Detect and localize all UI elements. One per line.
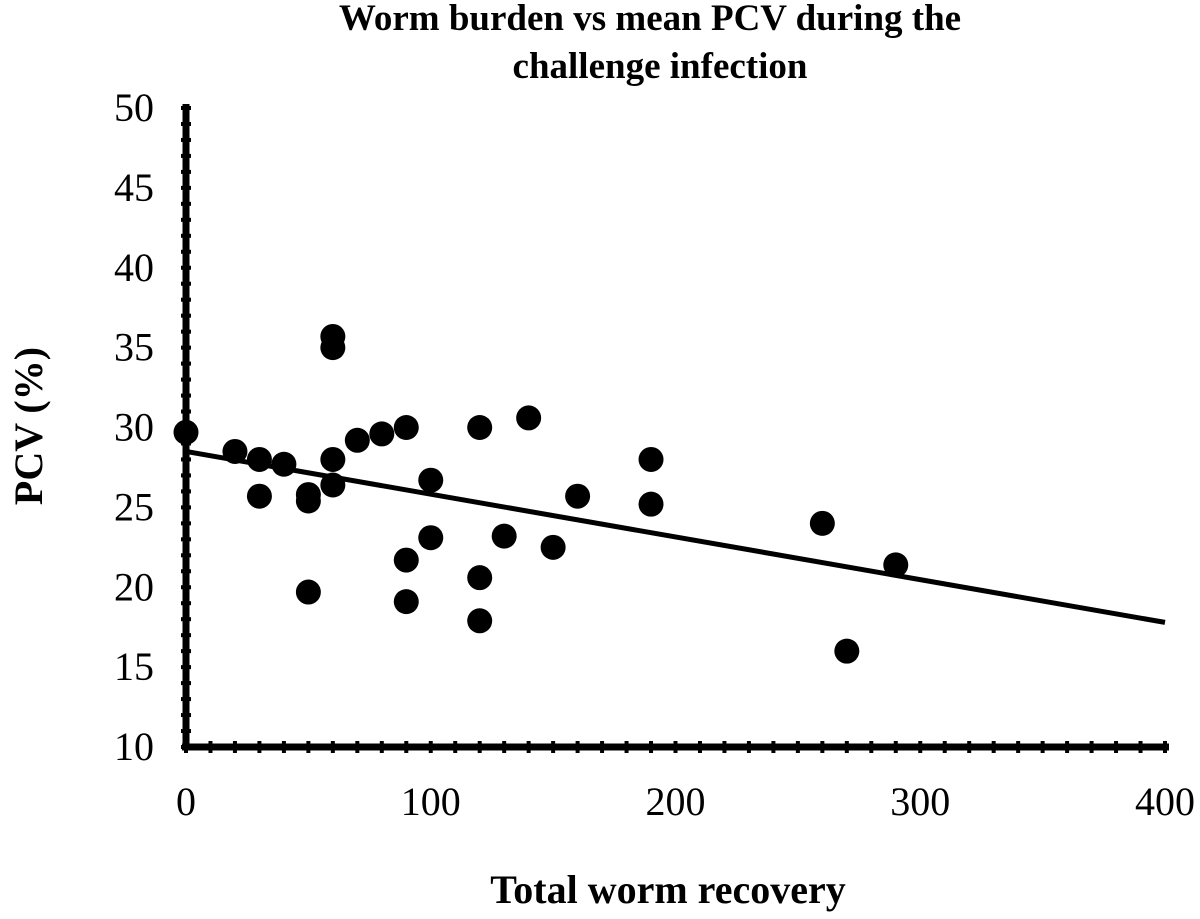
data-point (491, 523, 517, 549)
x-axis-label: Total worm recovery (490, 867, 845, 912)
x-tick-label: 0 (176, 779, 196, 824)
data-point (320, 446, 346, 472)
chart-title-line-2: challenge infection (513, 46, 808, 87)
x-tick-label: 200 (646, 779, 706, 824)
chart-title-line-1: Worm burden vs mean PCV during the (339, 0, 961, 39)
data-point (883, 552, 909, 578)
data-point (809, 510, 835, 536)
data-point (393, 589, 419, 615)
data-point (320, 335, 346, 361)
data-point (393, 415, 419, 440)
data-points (173, 323, 909, 664)
data-point (344, 427, 370, 453)
tick-labels: 10 15 20 25 30 35 40 45 50 0 100 200 300 400 (114, 85, 1195, 824)
chart-axes (181, 104, 1169, 753)
data-point (320, 472, 346, 498)
data-point (467, 415, 493, 440)
data-point (246, 483, 272, 509)
data-point (638, 491, 664, 517)
data-point (222, 438, 248, 464)
y-tick-label: 10 (114, 724, 154, 769)
data-point (467, 608, 493, 634)
y-tick-label: 15 (114, 644, 154, 689)
y-tick-label: 25 (114, 484, 154, 529)
data-point (173, 419, 199, 445)
data-point (565, 483, 591, 509)
data-point (295, 579, 321, 605)
y-tick-label: 35 (114, 325, 154, 370)
data-point (393, 547, 419, 573)
y-tick-label: 20 (114, 564, 154, 609)
data-point (271, 451, 297, 477)
x-tick-label: 100 (401, 779, 461, 824)
y-axis-label: PCV (%) (6, 347, 51, 505)
data-point (246, 446, 272, 472)
data-point (467, 565, 493, 591)
data-point (369, 421, 395, 447)
y-tick-label: 40 (114, 245, 154, 290)
data-point (540, 534, 566, 560)
data-point (295, 488, 321, 514)
y-tick-label: 45 (114, 165, 154, 210)
y-tick-label: 50 (114, 85, 154, 130)
x-tick-label: 400 (1135, 779, 1195, 824)
data-point (516, 405, 542, 431)
trendline-layer (185, 448, 1166, 625)
data-point (834, 638, 860, 664)
data-point (418, 467, 444, 493)
data-point (418, 525, 444, 551)
trendline (185, 448, 1166, 625)
x-tick-label: 300 (890, 779, 950, 824)
y-tick-label: 30 (114, 405, 154, 450)
data-point (638, 446, 664, 472)
